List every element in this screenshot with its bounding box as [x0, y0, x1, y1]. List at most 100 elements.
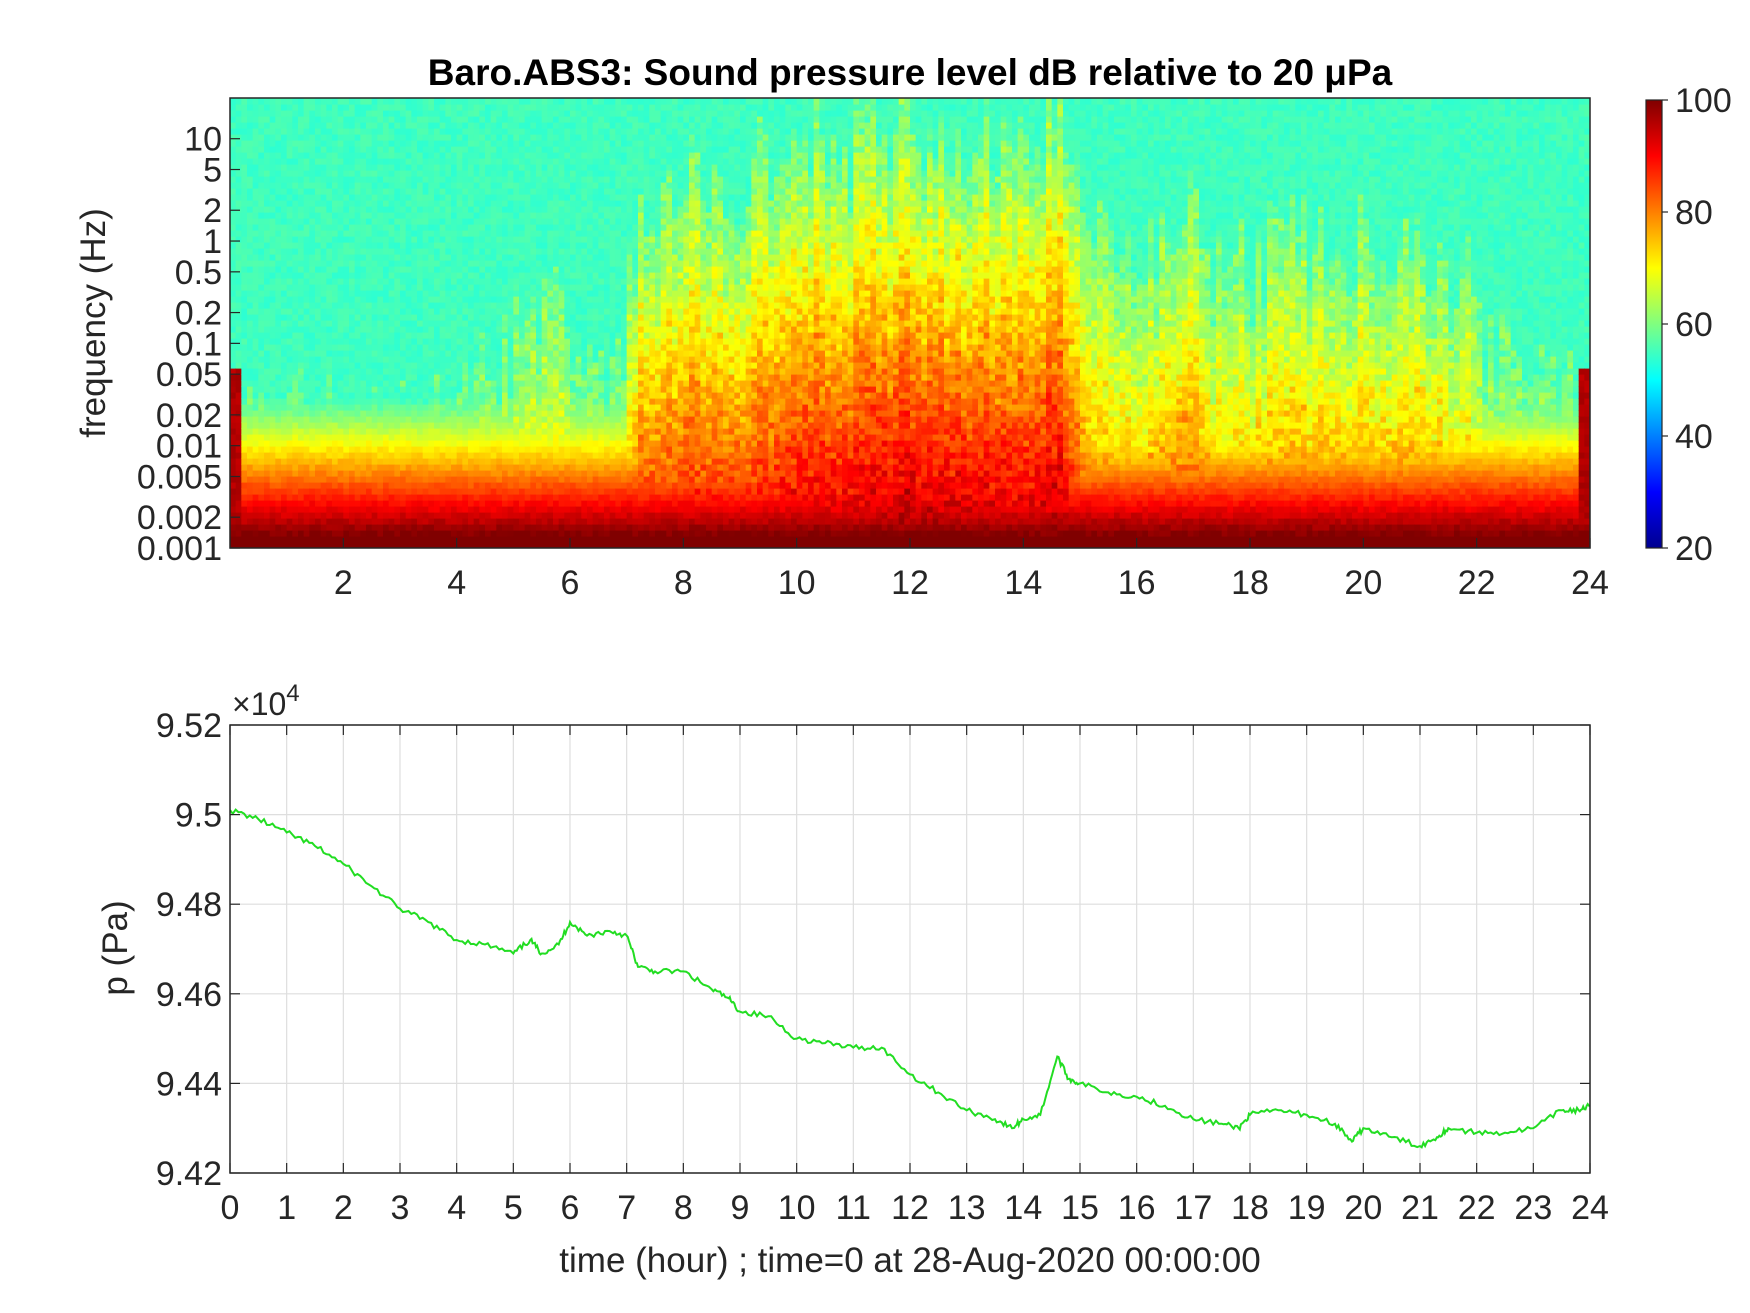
heatmap-cell [513, 464, 520, 471]
heatmap-cell [456, 404, 463, 411]
heatmap-cell [513, 392, 520, 399]
heatmap-cell [519, 506, 526, 513]
heatmap-cell [241, 110, 248, 117]
heatmap-cell [360, 98, 367, 105]
heatmap-cell [388, 542, 395, 548]
heatmap-cell [241, 500, 248, 507]
heatmap-cell [604, 410, 611, 417]
heatmap-cell [383, 446, 390, 453]
heatmap-cell [530, 386, 537, 393]
heatmap-cell [320, 272, 327, 279]
heatmap-cell [326, 458, 333, 465]
heatmap-cell [377, 368, 384, 375]
heatmap-cell [337, 164, 344, 171]
heatmap-cell [553, 338, 560, 345]
heatmap-cell [513, 434, 520, 441]
heatmap-cell [473, 266, 480, 273]
heatmap-cell [286, 188, 293, 195]
heatmap-cell [485, 506, 492, 513]
heatmap-cell [473, 488, 480, 495]
heatmap-cell [303, 398, 310, 405]
heatmap-cell [303, 152, 310, 159]
heatmap-cell [547, 488, 554, 495]
heatmap-cell [496, 320, 503, 327]
heatmap-cell [252, 410, 259, 417]
heatmap-cell [320, 248, 327, 255]
heatmap-cell [411, 386, 418, 393]
heatmap-cell [377, 356, 384, 363]
heatmap-cell [519, 290, 526, 297]
heatmap-cell [343, 182, 350, 189]
heatmap-cell [575, 410, 582, 417]
heatmap-cell [451, 530, 458, 537]
heatmap-cell [235, 476, 242, 483]
heatmap-cell [564, 338, 571, 345]
heatmap-cell [422, 446, 429, 453]
heatmap-cell [252, 530, 259, 537]
heatmap-cell [462, 314, 469, 321]
heatmap-cell [343, 254, 350, 261]
heatmap-cell [405, 278, 412, 285]
heatmap-cell [451, 452, 458, 459]
heatmap-cell [479, 518, 486, 525]
heatmap-cell [303, 434, 310, 441]
heatmap-cell [388, 452, 395, 459]
heatmap-cell [519, 470, 526, 477]
heatmap-cell [519, 524, 526, 531]
heatmap-cell [564, 176, 571, 183]
heatmap-cell [303, 362, 310, 369]
heatmap-cell [354, 260, 361, 267]
heatmap-cell [490, 494, 497, 501]
heatmap-cell [473, 284, 480, 291]
heatmap-cell [422, 350, 429, 357]
heatmap-cell [411, 152, 418, 159]
heatmap-cell [456, 530, 463, 537]
heatmap-cell [235, 104, 242, 111]
heatmap-cell [411, 230, 418, 237]
heatmap-cell [558, 104, 565, 111]
heatmap-cell [513, 344, 520, 351]
heatmap-cell [275, 416, 282, 423]
heatmap-cell [360, 182, 367, 189]
heatmap-cell [524, 284, 531, 291]
heatmap-cell [575, 272, 582, 279]
heatmap-cell [592, 134, 599, 141]
heatmap-cell [354, 536, 361, 543]
heatmap-cell [417, 404, 424, 411]
heatmap-cell [269, 260, 276, 267]
heatmap-cell [456, 380, 463, 387]
heatmap-cell [473, 542, 480, 548]
heatmap-cell [598, 206, 605, 213]
heatmap-cell [258, 356, 265, 363]
heatmap-cell [230, 98, 237, 105]
heatmap-cell [366, 524, 373, 531]
heatmap-cell [581, 266, 588, 273]
heatmap-cell [388, 188, 395, 195]
heatmap-cell [258, 218, 265, 225]
heatmap-cell [377, 272, 384, 279]
heatmap-cell [592, 386, 599, 393]
heatmap-cell [479, 482, 486, 489]
heatmap-cell [598, 128, 605, 135]
heatmap-cell [269, 350, 276, 357]
heatmap-cell [332, 476, 339, 483]
heatmap-cell [235, 458, 242, 465]
heatmap-cell [252, 260, 259, 267]
heatmap-cell [473, 164, 480, 171]
heatmap-cell [507, 296, 514, 303]
heatmap-cell [252, 404, 259, 411]
heatmap-cell [428, 176, 435, 183]
heatmap-cell [456, 134, 463, 141]
heatmap-cell [405, 242, 412, 249]
heatmap-cell [592, 248, 599, 255]
heatmap-cell [428, 356, 435, 363]
heatmap-cell [241, 302, 248, 309]
heatmap-cell [592, 194, 599, 201]
heatmap-cell [383, 104, 390, 111]
heatmap-cell [377, 464, 384, 471]
heatmap-cell [383, 170, 390, 177]
heatmap-cell [536, 536, 543, 543]
heatmap-cell [252, 362, 259, 369]
heatmap-cell [439, 176, 446, 183]
heatmap-cell [235, 308, 242, 315]
